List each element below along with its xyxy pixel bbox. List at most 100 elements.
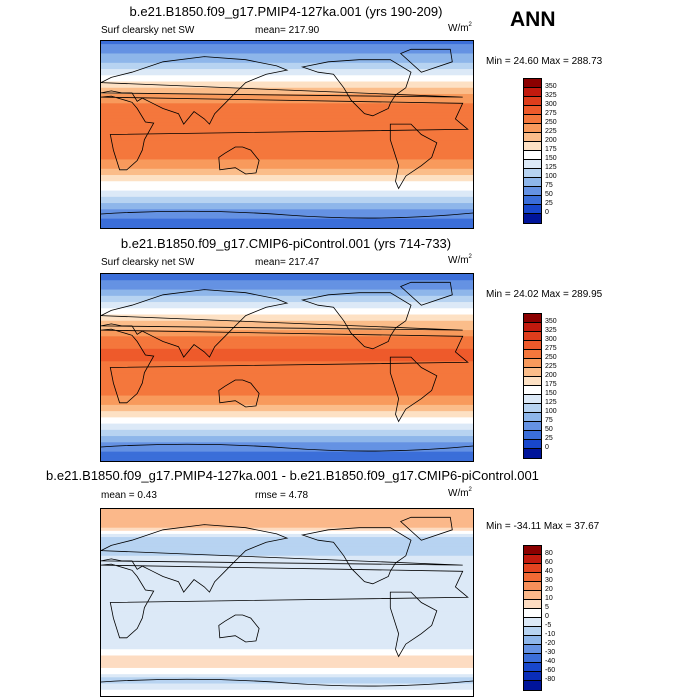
map-band	[101, 386, 473, 390]
map-band	[101, 115, 473, 120]
map-band	[101, 196, 473, 201]
map-band	[101, 358, 473, 362]
map-band	[101, 417, 473, 422]
map-band	[101, 199, 473, 204]
coastline	[101, 524, 463, 593]
map-band	[101, 611, 473, 616]
map-band	[101, 389, 473, 394]
colorbar-tick-label: 250	[545, 119, 557, 126]
colorbar-tick-label: 200	[545, 137, 557, 144]
map-band	[101, 159, 473, 164]
panel2-colorbar	[523, 313, 542, 459]
colorbar-segment	[524, 555, 541, 564]
map-band	[101, 586, 473, 591]
colorbar-segment	[524, 196, 541, 205]
coastline	[101, 56, 463, 125]
colorbar-segment	[524, 395, 541, 404]
map-band	[101, 302, 473, 306]
map-band	[101, 546, 473, 551]
colorbar-segment	[524, 205, 541, 214]
map-band	[101, 677, 473, 682]
colorbar-tick-label: 100	[545, 173, 557, 180]
map-band	[101, 128, 473, 132]
colorbar-tick-label: -20	[545, 640, 556, 647]
panel3-mean-label: mean = 0.43	[101, 490, 157, 501]
map-band	[101, 69, 473, 73]
map-band	[101, 636, 473, 641]
map-band	[101, 667, 473, 672]
coastline	[101, 443, 473, 452]
map-band	[101, 289, 473, 294]
map-band	[101, 320, 473, 325]
map-band	[101, 527, 473, 532]
map-band	[101, 509, 473, 513]
map-band	[101, 345, 473, 350]
colorbar-tick-label: -40	[545, 658, 556, 665]
map-band	[101, 140, 473, 145]
map-band	[101, 540, 473, 544]
map-band	[101, 661, 473, 666]
map-band	[101, 93, 473, 98]
colorbar-segment	[524, 214, 541, 223]
map-band	[101, 671, 473, 675]
colorbar-tick-label: 40	[545, 568, 553, 575]
colorbar-segment	[524, 654, 541, 663]
map-band	[101, 181, 473, 185]
panel2-title: b.e21.B1850.f09_g17.CMIP6-piControl.001 …	[120, 236, 452, 251]
colorbar-tick-label: 325	[545, 327, 557, 334]
map-band	[101, 143, 473, 148]
colorbar-segment	[524, 169, 541, 178]
map-band	[101, 593, 473, 597]
map-band	[101, 47, 473, 51]
map-band	[101, 683, 473, 688]
map-band	[101, 153, 473, 157]
panel1-title: b.e21.B1850.f09_g17.PMIP4-127ka.001 (yrs…	[129, 4, 443, 19]
colorbar-tick-label: 150	[545, 155, 557, 162]
map-band	[101, 162, 473, 167]
colorbar-segment	[524, 422, 541, 431]
panel1-colorbar	[523, 78, 542, 224]
map-band	[101, 168, 473, 173]
colorbar-tick-label: 75	[545, 417, 553, 424]
panel1-variable-label: Surf clearsky net SW	[101, 25, 195, 36]
colorbar-tick-label: 300	[545, 101, 557, 108]
colorbar-tick-label: 125	[545, 399, 557, 406]
map-band	[101, 277, 473, 281]
coastline	[300, 292, 412, 350]
colorbar-segment	[524, 341, 541, 350]
panel1-minmax-label: Min = 24.60 Max = 288.73	[486, 56, 603, 67]
map-band	[101, 411, 473, 415]
map-band	[101, 305, 473, 309]
map-band	[101, 577, 473, 582]
map-band	[101, 333, 473, 337]
panel3-minmax-label: Min = -34.11 Max = 37.67	[486, 521, 600, 532]
map-band	[101, 652, 473, 657]
map-band	[101, 383, 473, 387]
colorbar-segment	[524, 88, 541, 97]
colorbar-segment	[524, 627, 541, 636]
map-band	[101, 515, 473, 519]
map-band	[101, 87, 473, 92]
colorbar-segment	[524, 350, 541, 359]
map-band	[101, 171, 473, 176]
map-band	[101, 361, 473, 365]
map-band	[101, 109, 473, 114]
colorbar-segment	[524, 133, 541, 142]
map-band	[101, 283, 473, 288]
map-band	[101, 686, 473, 691]
colorbar-segment	[524, 142, 541, 151]
map-band	[101, 561, 473, 566]
panel2-minmax-label: Min = 24.02 Max = 289.95	[486, 289, 603, 300]
coastline	[101, 328, 469, 404]
colorbar-tick-label: 275	[545, 110, 557, 117]
map-band	[101, 630, 473, 635]
map-band	[101, 336, 473, 341]
colorbar-segment	[524, 160, 541, 169]
coastline	[218, 379, 260, 408]
map-band	[101, 454, 473, 459]
map-band	[101, 215, 473, 220]
colorbar-segment	[524, 97, 541, 106]
panel3-map	[100, 508, 474, 697]
coastline	[101, 95, 469, 171]
map-band	[101, 314, 473, 319]
